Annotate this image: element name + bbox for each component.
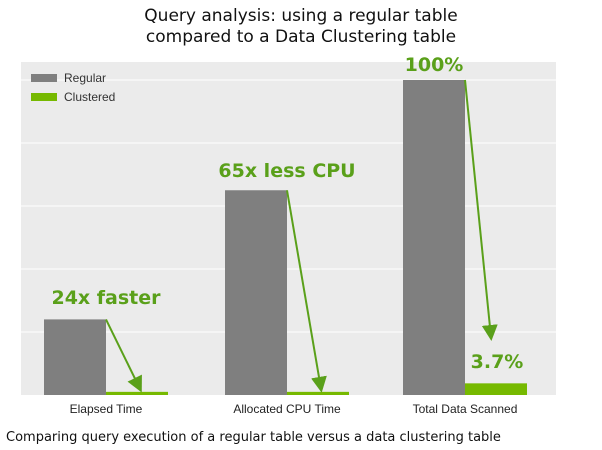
- legend-swatch-clustered: [31, 93, 57, 101]
- figure-caption: Comparing query execution of a regular t…: [6, 430, 501, 445]
- legend-label-regular: Regular: [64, 71, 106, 85]
- annotation-arrow: [286, 190, 327, 393]
- x-tick-label: Elapsed Time: [70, 402, 143, 416]
- annotation-label: 65x less CPU: [218, 160, 355, 182]
- annotation-arrow: [105, 318, 142, 393]
- annotation-label: 100%: [405, 54, 464, 76]
- chart-title: Query analysis: using a regular table co…: [0, 6, 602, 48]
- annotation-label: 3.7%: [471, 351, 524, 373]
- title-line-2: compared to a Data Clustering table: [145, 27, 457, 47]
- bar-clustered: [465, 383, 527, 395]
- annotation-arrow: [464, 79, 498, 341]
- bar-regular: [225, 190, 287, 395]
- title-line-1: Query analysis: using a regular table: [144, 6, 458, 26]
- plot-area: [21, 62, 556, 395]
- bar-regular: [44, 319, 106, 395]
- bar-clustered: [287, 391, 349, 395]
- bar-chart: Regular Clustered Elapsed Time Allocated CP…: [21, 54, 556, 416]
- x-tick-label: Total Data Scanned: [413, 402, 518, 416]
- x-tick-label: Allocated CPU Time: [233, 402, 341, 416]
- bar-regular: [403, 80, 465, 395]
- legend-swatch-regular: [31, 74, 57, 82]
- annotation-label: 24x faster: [51, 287, 161, 309]
- bar-clustered: [106, 391, 168, 395]
- legend-label-clustered: Clustered: [64, 90, 115, 104]
